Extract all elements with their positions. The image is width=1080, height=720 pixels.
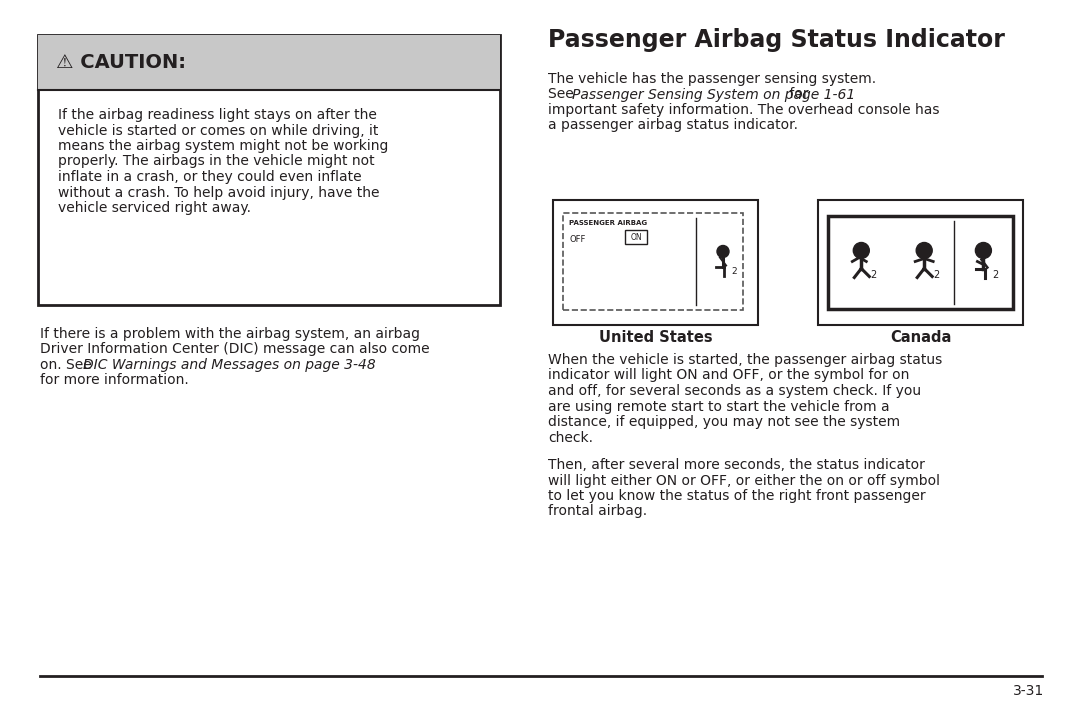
Bar (818, 200, 1023, 325)
Text: If there is a problem with the airbag system, an airbag: If there is a problem with the airbag sy… (40, 327, 420, 341)
Bar (38, 35, 500, 305)
Text: will light either ON or OFF, or either the on or off symbol: will light either ON or OFF, or either t… (548, 474, 940, 487)
Bar (625, 230, 647, 244)
Text: a passenger airbag status indicator.: a passenger airbag status indicator. (548, 119, 798, 132)
Circle shape (853, 243, 869, 258)
Text: Then, after several more seconds, the status indicator: Then, after several more seconds, the st… (548, 458, 924, 472)
Text: 2: 2 (731, 268, 737, 276)
Circle shape (916, 243, 932, 258)
Text: frontal airbag.: frontal airbag. (548, 505, 647, 518)
Text: on. See: on. See (40, 358, 96, 372)
Text: 2: 2 (870, 269, 877, 279)
Text: to let you know the status of the right front passenger: to let you know the status of the right … (548, 489, 926, 503)
Text: Driver Information Center (DIC) message can also come: Driver Information Center (DIC) message … (40, 343, 430, 356)
Text: for: for (785, 88, 809, 102)
Text: 2: 2 (993, 269, 999, 279)
Text: 2: 2 (933, 269, 940, 279)
Text: indicator will light ON and OFF, or the symbol for on: indicator will light ON and OFF, or the … (548, 369, 909, 382)
Text: and off, for several seconds as a system check. If you: and off, for several seconds as a system… (548, 384, 921, 398)
Text: The vehicle has the passenger sensing system.: The vehicle has the passenger sensing sy… (548, 72, 876, 86)
Text: OFF: OFF (569, 235, 585, 244)
Text: are using remote start to start the vehicle from a: are using remote start to start the vehi… (548, 400, 890, 413)
Text: vehicle serviced right away.: vehicle serviced right away. (58, 201, 251, 215)
Circle shape (717, 246, 729, 258)
Bar (553, 200, 758, 325)
Bar (563, 213, 743, 310)
Text: for more information.: for more information. (40, 374, 189, 387)
Text: check.: check. (548, 431, 593, 444)
Text: DIC Warnings and Messages on page 3-48: DIC Warnings and Messages on page 3-48 (83, 358, 376, 372)
Circle shape (975, 243, 991, 258)
Text: without a crash. To help avoid injury, have the: without a crash. To help avoid injury, h… (58, 186, 379, 199)
Text: vehicle is started or comes on while driving, it: vehicle is started or comes on while dri… (58, 124, 378, 138)
Bar (828, 216, 1013, 309)
Text: See: See (548, 88, 578, 102)
Text: properly. The airbags in the vehicle might not: properly. The airbags in the vehicle mig… (58, 155, 375, 168)
Text: Canada: Canada (890, 330, 951, 345)
Text: ON: ON (631, 233, 642, 241)
Text: Passenger Airbag Status Indicator: Passenger Airbag Status Indicator (548, 28, 1004, 52)
Text: United States: United States (598, 330, 713, 345)
Text: PASSENGER AIRBAG: PASSENGER AIRBAG (569, 220, 647, 226)
Text: important safety information. The overhead console has: important safety information. The overhe… (548, 103, 940, 117)
Text: If the airbag readiness light stays on after the: If the airbag readiness light stays on a… (58, 108, 377, 122)
Text: When the vehicle is started, the passenger airbag status: When the vehicle is started, the passeng… (548, 353, 942, 367)
Text: ⚠ CAUTION:: ⚠ CAUTION: (56, 53, 186, 72)
Text: means the airbag system might not be working: means the airbag system might not be wor… (58, 139, 389, 153)
Bar (38, 35, 500, 90)
Text: inflate in a crash, or they could even inflate: inflate in a crash, or they could even i… (58, 170, 362, 184)
Text: distance, if equipped, you may not see the system: distance, if equipped, you may not see t… (548, 415, 900, 429)
Text: 3-31: 3-31 (1013, 684, 1044, 698)
Text: Passenger Sensing System on page 1-61: Passenger Sensing System on page 1-61 (572, 88, 855, 102)
